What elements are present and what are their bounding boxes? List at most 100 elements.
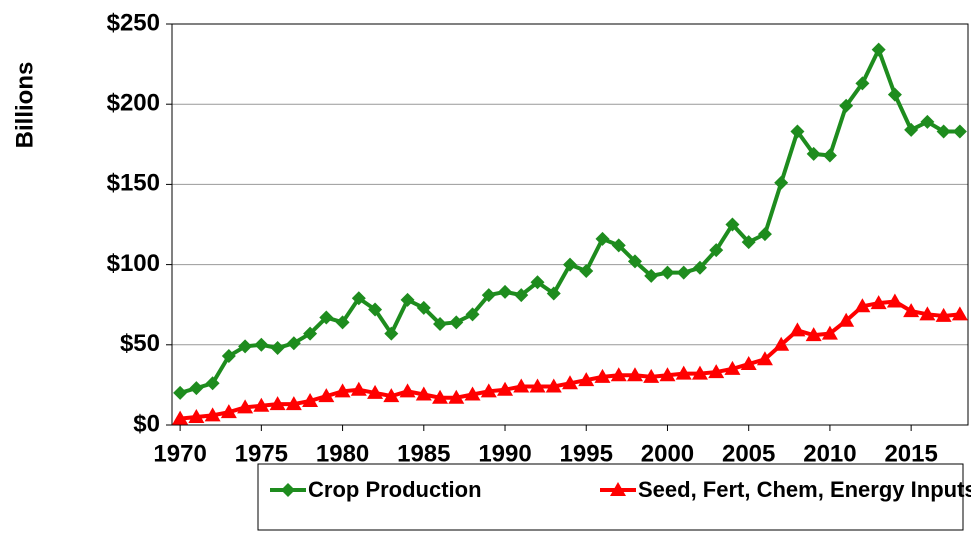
diamond-marker xyxy=(579,264,594,279)
x-tick-label: 2005 xyxy=(722,440,775,467)
diamond-marker xyxy=(514,288,529,303)
diamond-marker xyxy=(254,337,269,352)
diamond-marker xyxy=(465,307,480,322)
diamond-marker xyxy=(351,291,366,306)
y-tick-label: $50 xyxy=(120,330,160,357)
legend-label: Seed, Fert, Chem, Energy Inputs xyxy=(638,477,971,502)
triangle-marker xyxy=(237,399,254,414)
triangle-marker xyxy=(302,392,319,407)
diamond-marker xyxy=(400,292,415,307)
diamond-marker xyxy=(416,300,431,315)
diamond-marker xyxy=(676,265,691,280)
diamond-marker xyxy=(660,265,675,280)
triangle-marker xyxy=(805,327,822,342)
diamond-marker xyxy=(238,339,253,354)
diamond-marker xyxy=(546,286,561,301)
diamond-marker xyxy=(205,376,220,391)
triangle-marker xyxy=(350,381,367,396)
diamond-marker xyxy=(281,483,295,497)
diamond-marker xyxy=(384,326,399,341)
x-tick-label: 1975 xyxy=(235,440,288,467)
diamond-marker xyxy=(692,260,707,275)
triangle-marker xyxy=(285,396,302,411)
diamond-marker xyxy=(433,316,448,331)
triangle-marker xyxy=(513,378,530,393)
diamond-marker xyxy=(368,302,383,317)
triangle-marker xyxy=(935,307,952,322)
diamond-marker xyxy=(952,124,967,139)
triangle-marker xyxy=(838,312,855,327)
triangle-marker xyxy=(432,389,449,404)
triangle-marker xyxy=(188,408,205,423)
triangle-marker xyxy=(318,388,335,403)
x-tick-label: 1970 xyxy=(153,440,206,467)
y-axis-label: Billions xyxy=(11,62,38,149)
triangle-marker xyxy=(821,325,838,340)
triangle-marker xyxy=(756,351,773,366)
legend-box xyxy=(257,463,964,531)
x-tick-label: 1985 xyxy=(397,440,450,467)
diamond-marker xyxy=(303,326,318,341)
diamond-marker xyxy=(806,146,821,161)
triangle-marker xyxy=(269,396,286,411)
diamond-marker xyxy=(936,124,951,139)
triangle-marker xyxy=(334,383,351,398)
triangle-marker xyxy=(708,364,725,379)
triangle-marker xyxy=(204,407,221,422)
y-tick-label: $250 xyxy=(107,9,160,36)
diamond-marker xyxy=(627,254,642,269)
diamond-marker xyxy=(741,235,756,250)
diamond-marker xyxy=(286,336,301,351)
diamond-marker xyxy=(871,42,886,57)
triangle-marker xyxy=(740,356,757,371)
diamond-marker xyxy=(595,231,610,246)
triangle-marker xyxy=(886,293,903,308)
diamond-marker xyxy=(449,315,464,330)
triangle-marker xyxy=(870,295,887,310)
triangle-marker xyxy=(545,378,562,393)
triangle-marker xyxy=(383,388,400,403)
diamond-marker xyxy=(189,381,204,396)
diamond-marker xyxy=(319,310,334,325)
triangle-marker xyxy=(643,368,660,383)
plot-area xyxy=(172,42,968,425)
diamond-marker xyxy=(855,76,870,91)
triangle-marker xyxy=(773,336,790,351)
diamond-marker xyxy=(173,385,188,400)
triangle-marker xyxy=(610,482,626,496)
diamond-marker xyxy=(920,114,935,129)
diamond-marker xyxy=(822,148,837,163)
y-tick-label: $200 xyxy=(107,90,160,117)
diamond-marker xyxy=(904,122,919,137)
triangle-marker xyxy=(659,367,676,382)
y-tick-label: $0 xyxy=(133,410,160,437)
diamond-marker xyxy=(481,288,496,303)
triangle-marker xyxy=(724,360,741,375)
x-tick-label: 2010 xyxy=(803,440,856,467)
diamond-marker xyxy=(790,124,805,139)
triangle-marker xyxy=(220,404,237,419)
triangle-marker xyxy=(497,381,514,396)
diamond-marker xyxy=(709,243,724,258)
triangle-marker xyxy=(529,378,546,393)
triangle-marker xyxy=(399,383,416,398)
x-tick-label: 2000 xyxy=(641,440,694,467)
triangle-marker xyxy=(448,389,465,404)
triangle-marker xyxy=(903,303,920,318)
plot-frame xyxy=(171,23,969,426)
triangle-marker xyxy=(789,322,806,337)
diamond-marker xyxy=(757,227,772,242)
triangle-marker xyxy=(415,386,432,401)
triangle-marker xyxy=(464,386,481,401)
triangle-marker xyxy=(675,365,692,380)
diamond-marker xyxy=(530,275,545,290)
diamond-marker xyxy=(887,87,902,102)
triangle-marker xyxy=(951,306,968,321)
triangle-marker xyxy=(854,298,871,313)
triangle-marker xyxy=(610,367,627,382)
triangle-marker xyxy=(480,383,497,398)
diamond-marker xyxy=(270,341,285,356)
triangle-marker xyxy=(626,367,643,382)
triangle-marker xyxy=(691,365,708,380)
